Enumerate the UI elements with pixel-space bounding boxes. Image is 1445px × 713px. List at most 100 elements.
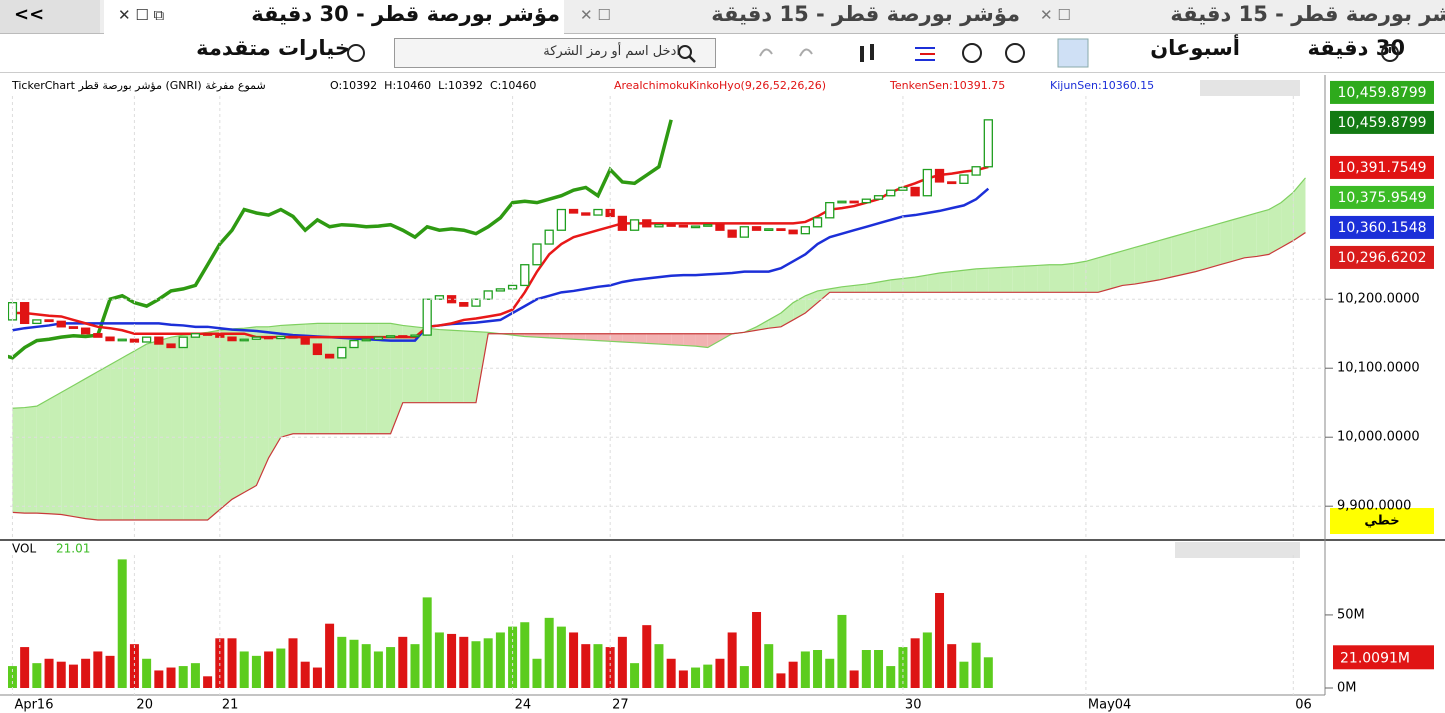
volume-bar: [825, 658, 835, 688]
volume-bar: [983, 657, 993, 688]
advanced-options[interactable]: خيارات متقدمة: [196, 36, 350, 60]
volume-bar: [910, 638, 920, 688]
y-tick-label: 0M: [1337, 681, 1357, 696]
cloud-fill: [1183, 230, 1196, 275]
candle-body: [751, 226, 762, 231]
cloud-fill: [207, 330, 220, 520]
y-tick-label: 10,000.0000: [1337, 430, 1420, 445]
cloud-fill: [1220, 219, 1233, 265]
cloud-fill: [634, 333, 647, 344]
volume-bar: [764, 644, 774, 688]
candle-body: [715, 224, 725, 231]
y-tick-label: 9,900.0000: [1337, 499, 1411, 514]
volume-bar: [739, 666, 749, 688]
volume-bar: [788, 661, 798, 688]
tab[interactable]: شر بورصة قطر - 15 دقيقة: [1170, 2, 1445, 26]
candle-body: [654, 224, 664, 228]
panel-controls[interactable]: [1200, 80, 1300, 96]
volume-bar: [727, 632, 737, 688]
candle-body: [410, 334, 420, 338]
volume-bar: [935, 593, 945, 688]
cloud-fill: [414, 326, 428, 403]
candle-body: [764, 228, 774, 232]
price-label: 10,375.9549: [1337, 190, 1426, 206]
cloud-fill: [561, 333, 574, 340]
tab[interactable]: مؤشر بورصة قطر - 30 دقيقة: [251, 2, 560, 26]
cloud-fill: [1000, 266, 1013, 293]
cloud-fill: [451, 330, 464, 403]
volume-bar: [154, 670, 164, 688]
y-tick-label: 10,200.0000: [1337, 292, 1420, 307]
cloud-fill: [1195, 226, 1208, 272]
candle-body: [459, 302, 469, 307]
search-box[interactable]: [394, 38, 716, 68]
candle-body: [154, 336, 164, 345]
period[interactable]: أسبوعان: [1150, 36, 1240, 60]
y-tick-label: 50M: [1337, 607, 1365, 622]
cloud-fill: [927, 273, 940, 293]
candle-body: [349, 339, 359, 349]
cloud-fill: [293, 324, 306, 434]
tab[interactable]: مؤشر بورصة قطر - 15 دقيقة: [711, 2, 1020, 26]
cloud-fill: [49, 392, 62, 515]
open-text: O:10392: [330, 79, 378, 92]
candle-body: [800, 226, 810, 235]
span_b-line: [12, 232, 1306, 521]
cloud-fill: [1061, 263, 1074, 293]
cloud-fill: [244, 326, 257, 493]
tab-controls[interactable]: ✕ ☐: [1040, 6, 1071, 24]
high-text: H:10460: [384, 79, 432, 92]
tab-controls[interactable]: ✕ ☐: [580, 6, 611, 24]
cloud-fill: [1171, 233, 1184, 278]
cloud-fill: [268, 325, 281, 458]
tab-overflow[interactable]: <<: [14, 4, 45, 25]
volume-bar: [20, 647, 30, 688]
cloud-fill: [1232, 216, 1245, 262]
volume-bar: [703, 664, 713, 688]
cloud-fill: [549, 333, 562, 339]
candle-body: [910, 186, 920, 197]
cloud-fill: [1293, 177, 1306, 241]
scale-mode[interactable]: خطي: [1364, 514, 1399, 529]
cloud-fill: [73, 378, 86, 519]
volume-bar: [874, 650, 884, 688]
cloud-fill: [378, 323, 391, 434]
cloud-fill: [390, 323, 403, 434]
candle-body: [141, 336, 152, 343]
x-tick-label: 27: [612, 698, 629, 713]
axes: Apr16 20 21 24 27 30 May04 06 9,900.0000 10,000.0…: [10, 80, 1434, 713]
cloud-fill: [12, 407, 25, 514]
candle-body: [202, 333, 213, 336]
cloud-fill: [463, 330, 476, 403]
candle-body: [617, 215, 628, 231]
candle-body: [32, 319, 42, 325]
cloud-fill: [158, 337, 172, 520]
volume-bar: [81, 658, 91, 688]
cloud-fill: [793, 295, 806, 320]
volume-bar: [532, 658, 542, 688]
volume-bar: [837, 614, 847, 688]
tenkan-text: TenkenSen:10391.75: [890, 79, 1006, 92]
scale-mode-box[interactable]: [1330, 508, 1434, 534]
candle-body: [276, 335, 286, 340]
candle-body: [80, 327, 91, 335]
candle-body: [971, 166, 981, 176]
candle-body: [544, 229, 554, 245]
candle-body: [93, 333, 103, 338]
panel-controls[interactable]: [1175, 542, 1300, 558]
volume-bar: [312, 667, 322, 688]
candle-body: [922, 168, 932, 197]
cloud-fill: [317, 323, 330, 434]
cloud-fill: [1134, 244, 1147, 285]
candle-body: [837, 200, 847, 204]
tab-controls[interactable]: ✕ ☐ ⧉: [118, 6, 165, 24]
price-label: 10,391.7549: [1337, 160, 1426, 176]
cloud-fill: [24, 406, 37, 514]
volume-bar: [203, 676, 213, 688]
tab-overflow-bg: [0, 0, 100, 33]
interval[interactable]: 30 دقيقة: [1307, 36, 1406, 60]
price-label-box: [1330, 80, 1434, 104]
volume-bar: [617, 636, 627, 688]
cloud-fill: [902, 277, 916, 293]
